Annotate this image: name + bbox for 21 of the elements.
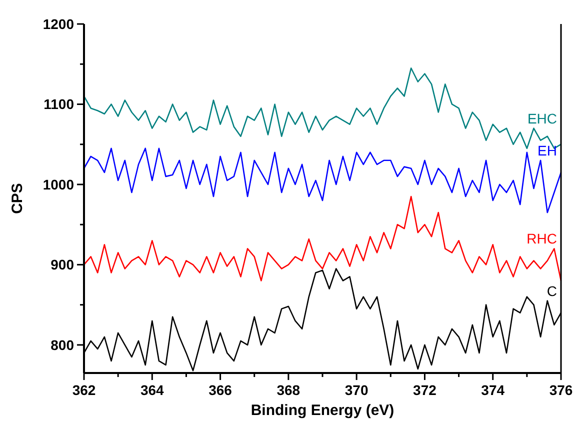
line-series <box>83 196 562 282</box>
series-label: EHC <box>527 110 557 126</box>
y-tick-label: 900 <box>50 256 74 273</box>
series-label: RHC <box>526 230 557 247</box>
series-label: C <box>546 282 557 299</box>
y-axis-title: CPS <box>9 183 26 214</box>
x-tick-label: 372 <box>413 382 437 398</box>
y-tick-label: 1100 <box>44 96 74 112</box>
x-tick-label: 366 <box>208 382 232 398</box>
y-tick-label: 800 <box>50 336 74 353</box>
x-axis-title: Binding Energy (eV) <box>250 402 394 419</box>
y-tick-label: 1000 <box>42 176 74 192</box>
x-tick-label: 364 <box>140 382 164 398</box>
y-tick-label: 1200 <box>42 16 74 32</box>
line-series <box>83 148 562 214</box>
series-label: EH <box>538 142 557 158</box>
x-tick-label: 368 <box>276 382 300 398</box>
x-tick-label: 376 <box>549 382 573 398</box>
x-tick-label: 362 <box>72 382 96 398</box>
x-tick-label: 370 <box>344 382 368 398</box>
x-tick-label: 374 <box>481 382 505 398</box>
